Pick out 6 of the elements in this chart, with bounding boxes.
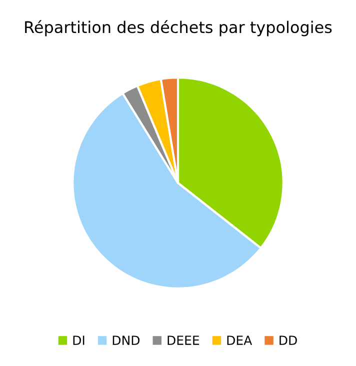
chart-title: Répartition des déchets par typologies bbox=[25, 20, 332, 36]
legend-label: DI bbox=[73, 336, 84, 345]
legend-label: DEEE bbox=[168, 336, 200, 345]
legend-label: DND bbox=[112, 336, 140, 345]
legend-label: DD bbox=[280, 336, 297, 345]
legend-label: DEA bbox=[227, 336, 252, 345]
